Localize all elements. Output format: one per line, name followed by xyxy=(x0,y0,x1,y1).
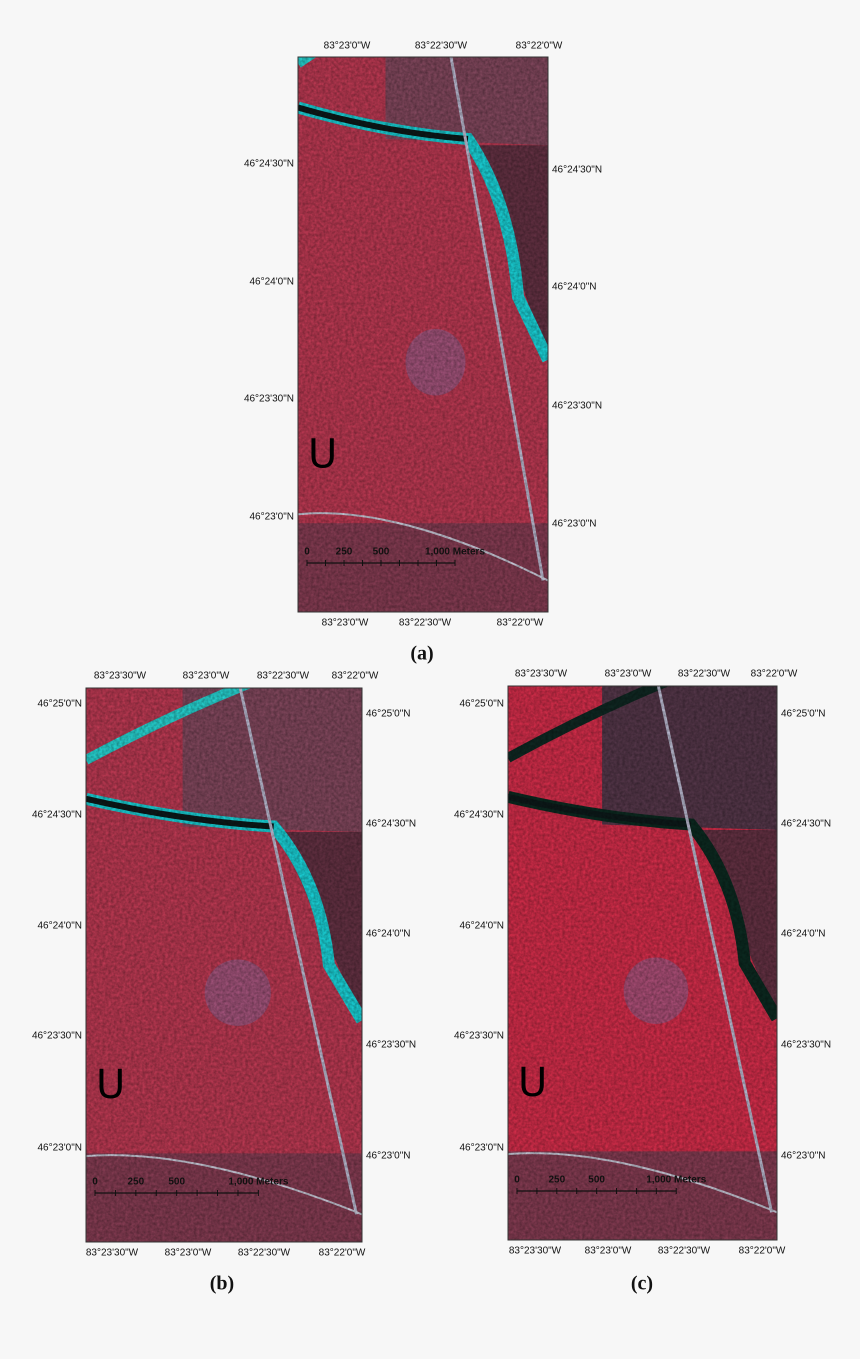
right-coordinate: 46°23'30"N xyxy=(552,401,602,412)
right-coordinate: 46°23'30"N xyxy=(781,1040,831,1051)
panel-caption: (c) xyxy=(631,1273,653,1295)
right-coordinate: 46°23'0"N xyxy=(552,519,597,530)
bottom-coordinate: 83°22'0"W xyxy=(739,1246,786,1257)
map-panel: 83°23'30"W 83°23'0"W 83°22'30"W 83°22'0"W 83… xyxy=(454,669,831,1295)
frame xyxy=(507,685,778,1241)
satellite-image xyxy=(298,57,548,612)
right-coordinate: 46°25'0"N xyxy=(781,709,826,720)
top-coordinate: 83°22'30"W xyxy=(257,671,310,682)
bottom-coordinate: 83°22'30"W xyxy=(658,1246,711,1257)
satellite-image xyxy=(86,688,362,1242)
right-coordinate: 46°24'30"N xyxy=(366,819,416,830)
frame xyxy=(85,687,363,1243)
top-coordinate: 83°22'0"W xyxy=(516,41,563,52)
left-coordinate: 46°24'30"N xyxy=(454,810,504,821)
bottom-coordinate: 83°23'0"W xyxy=(165,1248,212,1259)
satellite-image xyxy=(508,686,777,1240)
top-coordinate: 83°23'30"W xyxy=(94,671,147,682)
scale-label: 500 xyxy=(588,1175,605,1186)
left-coordinate: 46°24'0"N xyxy=(38,921,83,932)
right-coordinate: 46°24'30"N xyxy=(781,819,831,830)
bottom-coordinate: 83°23'0"W xyxy=(585,1246,632,1257)
marker-label: U xyxy=(96,1062,125,1108)
left-coordinate: 46°24'0"N xyxy=(250,277,295,288)
top-coordinate: 83°22'0"W xyxy=(332,671,379,682)
texture xyxy=(508,686,777,1240)
right-coordinate: 46°23'30"N xyxy=(366,1040,416,1051)
panel-caption: (b) xyxy=(210,1273,234,1295)
marker-label: U xyxy=(308,432,337,478)
panel-caption: (a) xyxy=(410,643,433,665)
top-coordinate: 83°23'0"W xyxy=(183,671,230,682)
left-coordinate: 46°23'0"N xyxy=(250,512,295,523)
scale-label: 0 xyxy=(514,1175,520,1186)
scale-label: 1,000 Meters xyxy=(228,1177,288,1188)
left-coordinate: 46°24'0"N xyxy=(460,921,505,932)
top-coordinate: 83°22'30"W xyxy=(678,669,731,680)
left-coordinate: 46°25'0"N xyxy=(38,699,83,710)
left-coordinate: 46°25'0"N xyxy=(460,699,505,710)
marker-label: U xyxy=(518,1060,547,1106)
scale-label: 250 xyxy=(128,1177,145,1188)
bottom-coordinate: 83°23'30"W xyxy=(509,1246,562,1257)
right-coordinate: 46°23'0"N xyxy=(366,1151,411,1162)
bottom-coordinate: 83°22'30"W xyxy=(238,1248,291,1259)
left-coordinate: 46°23'0"N xyxy=(38,1143,83,1154)
bottom-coordinate: 83°22'0"W xyxy=(497,618,544,629)
bottom-coordinate: 83°22'0"W xyxy=(319,1248,366,1259)
bottom-coordinate: 83°23'30"W xyxy=(86,1248,139,1259)
bottom-coordinate: 83°22'30"W xyxy=(399,618,452,629)
scale-label: 0 xyxy=(92,1177,98,1188)
map-panel: 83°23'0"W 83°22'30"W 83°22'0"W 83°23'0"W 83°… xyxy=(244,41,602,665)
top-coordinate: 83°22'0"W xyxy=(751,669,798,680)
top-coordinate: 83°23'0"W xyxy=(605,669,652,680)
bottom-coordinate: 83°23'0"W xyxy=(322,618,369,629)
right-coordinate: 46°23'0"N xyxy=(781,1151,826,1162)
right-coordinate: 46°24'0"N xyxy=(781,929,826,940)
frame xyxy=(297,56,549,613)
right-coordinate: 46°24'0"N xyxy=(552,282,597,293)
scale-label: 1,000 Meters xyxy=(425,547,485,558)
left-coordinate: 46°23'30"N xyxy=(32,1031,82,1042)
scale-label: 250 xyxy=(336,547,353,558)
left-coordinate: 46°24'30"N xyxy=(32,810,82,821)
right-coordinate: 46°24'30"N xyxy=(552,165,602,176)
river-north xyxy=(298,57,317,68)
top-coordinate: 83°22'30"W xyxy=(415,41,468,52)
texture xyxy=(86,688,362,1242)
top-coordinate: 83°23'0"W xyxy=(324,41,371,52)
texture xyxy=(298,57,548,612)
scale-label: 1,000 Meters xyxy=(646,1175,706,1186)
right-coordinate: 46°25'0"N xyxy=(366,709,411,720)
scale-label: 500 xyxy=(168,1177,185,1188)
right-coordinate: 46°24'0"N xyxy=(366,929,411,940)
scale-label: 500 xyxy=(373,547,390,558)
left-coordinate: 46°23'30"N xyxy=(454,1031,504,1042)
scale-label: 0 xyxy=(304,547,310,558)
left-coordinate: 46°23'0"N xyxy=(460,1143,505,1154)
left-coordinate: 46°24'30"N xyxy=(244,159,294,170)
map-panel: 83°23'30"W 83°23'0"W 83°22'30"W 83°22'0"W 83… xyxy=(32,671,416,1295)
scale-label: 250 xyxy=(548,1175,565,1186)
left-coordinate: 46°23'30"N xyxy=(244,394,294,405)
top-coordinate: 83°23'30"W xyxy=(515,669,568,680)
